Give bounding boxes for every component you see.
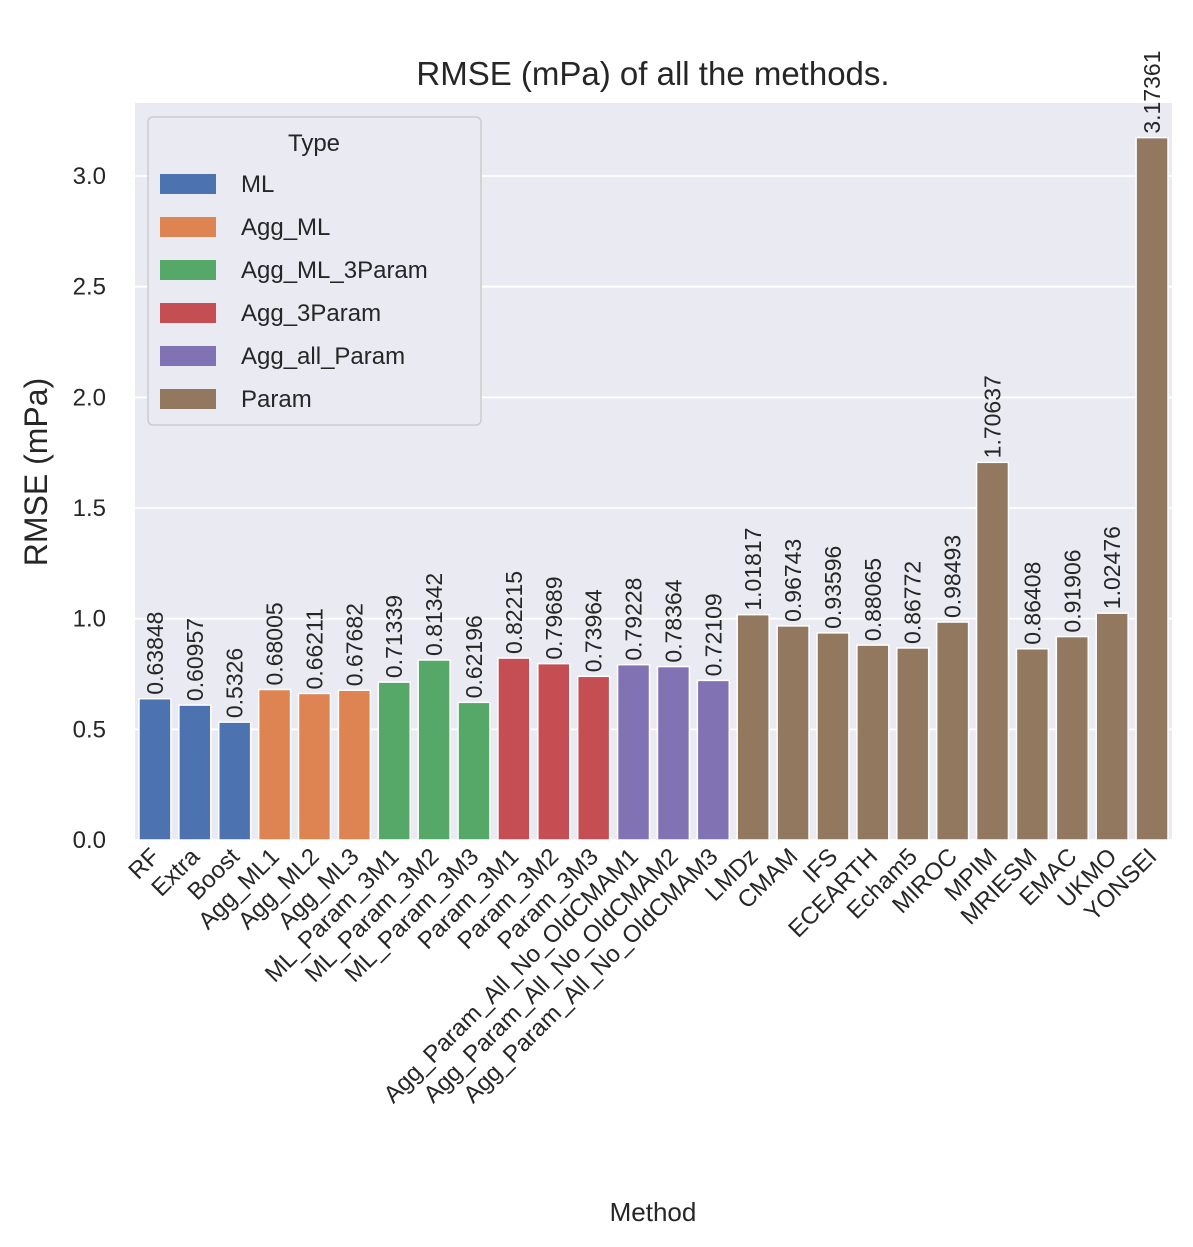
legend-label: Agg_3Param — [241, 300, 381, 327]
legend-swatch — [160, 303, 216, 323]
bar-value-label: 0.86772 — [900, 561, 926, 644]
bar-Agg_ML1 — [257, 688, 292, 841]
bar-MRIESM — [1015, 648, 1050, 841]
legend-swatch — [160, 260, 216, 280]
legend-box — [147, 116, 482, 426]
bar-value-label: 0.60957 — [182, 618, 208, 701]
bar-value-label: 0.79228 — [621, 578, 647, 661]
bar-ML_Param_3M1 — [377, 681, 411, 841]
legend-label: Agg_ML_3Param — [241, 257, 428, 284]
bar-value-label: 0.73964 — [581, 589, 607, 672]
y-tick-label: 2.0 — [73, 384, 106, 411]
bar-Agg_ML3 — [337, 689, 372, 841]
bar-Param_3M1 — [497, 657, 531, 841]
bar-value-label: 0.98493 — [940, 535, 966, 618]
bar-value-label: 0.86408 — [1019, 562, 1045, 645]
bar-Agg_Param_All_No_OldCMAM1 — [616, 663, 651, 841]
legend-label: Param — [241, 386, 312, 413]
bar-value-label: 0.81342 — [421, 573, 447, 656]
bar-value-label: 3.17361 — [1139, 50, 1165, 133]
y-tick-label: 3.0 — [73, 163, 106, 190]
legend-label: Agg_ML — [241, 214, 330, 241]
x-axis-label: Method — [610, 1197, 697, 1227]
bar-value-label: 0.71339 — [381, 595, 407, 678]
bar-Agg_Param_All_No_OldCMAM3 — [696, 679, 731, 841]
bar-value-label: 0.88065 — [860, 558, 886, 641]
bar-value-label: 0.79689 — [541, 576, 567, 659]
bar-value-labels: 0.63848 0.60957 0.5326 0.68005 0.66211 0.6768… — [142, 50, 1165, 718]
y-tick-labels: 0.0 0.5 1.0 1.5 2.0 2.5 3.0 — [73, 163, 106, 854]
bar-Extra — [178, 704, 212, 841]
bar-Agg_Param_All_No_OldCMAM2 — [656, 665, 691, 841]
bar-CMAM — [776, 625, 810, 841]
legend-items: ML Agg_ML Agg_ML_3Param Agg_3Param Agg_all_P… — [160, 171, 428, 413]
bar-value-label: 0.5326 — [222, 648, 248, 718]
bar-ML_Param_3M3 — [457, 701, 491, 841]
x-tick-labels: RFExtraBoostAgg_ML1Agg_ML2Agg_ML3ML_Para… — [123, 843, 1162, 1109]
bar-value-label: 0.82215 — [501, 571, 527, 654]
y-tick-label: 2.5 — [73, 274, 106, 301]
bar-EMAC — [1055, 635, 1089, 841]
legend: Type ML Agg_ML Agg_ML_3Param Agg_3Param Agg_… — [147, 116, 482, 426]
bar-MIROC — [935, 621, 970, 841]
bar-RF — [138, 697, 172, 841]
bar-IFS — [816, 632, 850, 841]
bar-value-label: 0.68005 — [262, 602, 288, 685]
bar-value-label: 0.78364 — [660, 579, 686, 662]
bar-UKMO — [1095, 612, 1129, 841]
legend-label: Agg_all_Param — [241, 343, 405, 370]
bar-value-label: 0.91906 — [1059, 549, 1085, 632]
bar-value-label: 0.93596 — [820, 546, 846, 629]
bar-value-label: 1.01817 — [740, 528, 766, 611]
bar-value-label: 0.66211 — [301, 608, 327, 689]
bars — [138, 136, 1169, 841]
y-tick-label: 1.5 — [73, 495, 106, 522]
bar-Boost — [218, 721, 252, 841]
bar-value-label: 0.96743 — [780, 539, 806, 622]
y-tick-label: 0.5 — [73, 716, 106, 743]
bar-value-label: 0.62196 — [461, 615, 487, 698]
bar-ECEARTH — [856, 644, 890, 841]
y-axis-label: RMSE (mPa) — [18, 378, 54, 566]
bar-YONSEI — [1135, 136, 1169, 841]
chart-title: RMSE (mPa) of all the methods. — [416, 55, 889, 92]
bar-Agg_ML2 — [297, 692, 332, 841]
y-tick-label: 1.0 — [73, 606, 106, 633]
bar-value-label: 1.02476 — [1099, 526, 1125, 609]
legend-title: Type — [288, 130, 340, 157]
legend-swatch — [160, 346, 216, 366]
bar-ML_Param_3M2 — [417, 659, 451, 841]
bar-Param_3M2 — [537, 662, 571, 841]
legend-label: ML — [241, 171, 274, 198]
bar-Param_3M3 — [576, 675, 611, 841]
legend-swatch — [160, 174, 216, 194]
bar-value-label: 0.63848 — [142, 612, 168, 695]
bar-value-label: 1.70637 — [980, 375, 1006, 458]
bar-LMDz — [736, 613, 770, 841]
bar-MPIM — [975, 461, 1010, 841]
bar-value-label: 0.67682 — [341, 603, 367, 686]
bar-Echam5 — [896, 647, 930, 841]
bar-value-label: 0.72109 — [700, 593, 726, 676]
legend-swatch — [160, 217, 216, 237]
y-tick-label: 0.0 — [73, 827, 106, 854]
legend-swatch — [160, 389, 216, 409]
